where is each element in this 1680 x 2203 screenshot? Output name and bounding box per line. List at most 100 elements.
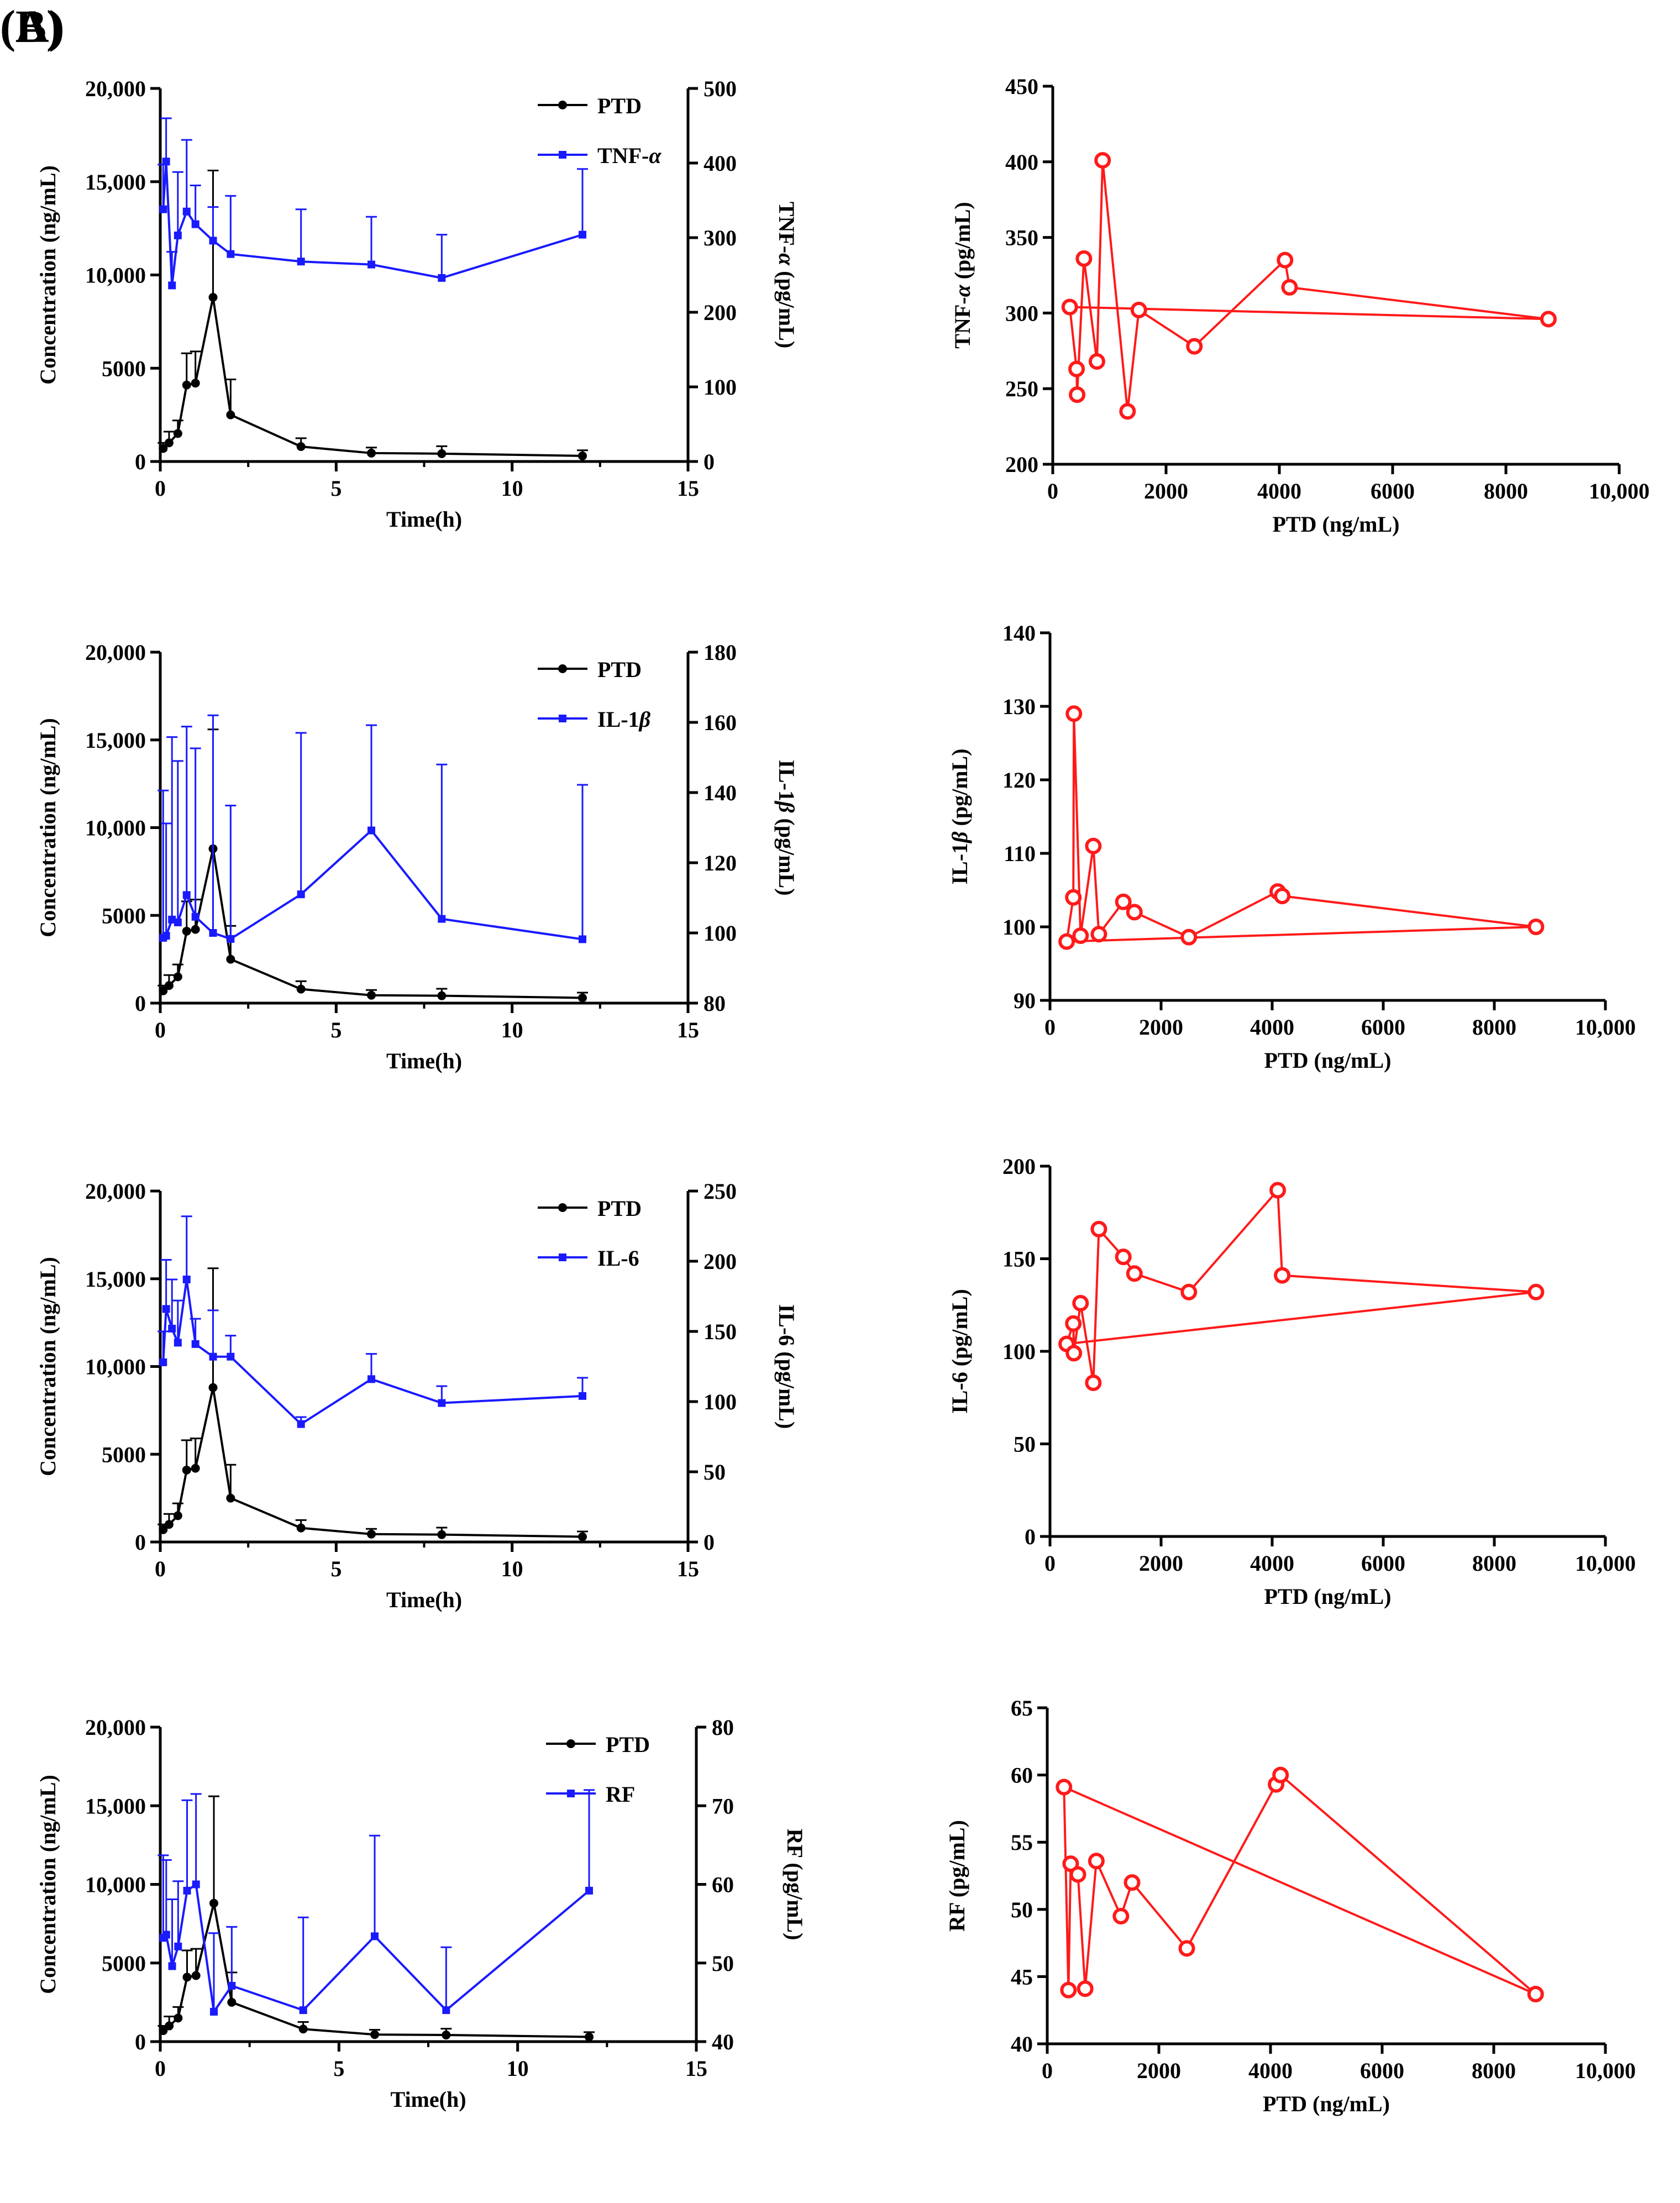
y2-axis-title: RF (pg/mL) <box>783 1829 807 1940</box>
legend-marker <box>558 101 567 109</box>
data-point <box>578 993 587 1003</box>
data-point <box>210 2007 218 2016</box>
x-tick-label: 6000 <box>1361 1015 1405 1040</box>
y2-tick-label: 250 <box>704 1179 737 1204</box>
legend-label: PTD <box>606 1732 650 1757</box>
legend-label-symbol: α <box>649 143 662 168</box>
legend-label: RF <box>606 1782 635 1807</box>
x-tick-label: 6000 <box>1360 2058 1404 2083</box>
data-point <box>168 281 176 290</box>
data-point <box>164 1520 174 1529</box>
data-point <box>1178 1940 1195 1957</box>
y2-axis-title: TNF-α (pg/mL) <box>774 202 799 348</box>
y-tick-label: 350 <box>1005 225 1038 250</box>
data-point <box>1090 926 1107 943</box>
y-axis-title-unit: (pg/mL) <box>950 202 975 285</box>
panel-label-b: (B) <box>0 1 62 53</box>
legend-label-main: TNF- <box>597 143 649 168</box>
data-point <box>162 1931 170 1939</box>
data-point <box>1060 1981 1077 1999</box>
legend-marker <box>559 151 566 159</box>
series-marker <box>158 1789 595 2016</box>
series-ptd <box>158 1267 588 1541</box>
data-point <box>579 230 586 239</box>
y-axis-title-main: IL-6 <box>947 1372 972 1414</box>
x-tick-label: 10,000 <box>1575 1551 1636 1576</box>
data-point <box>209 1352 217 1361</box>
y-tick-label: 0 <box>1025 1524 1036 1549</box>
data-point <box>191 379 200 388</box>
data-point <box>1072 1294 1089 1312</box>
data-point <box>1090 1220 1107 1237</box>
y-tick-label: 300 <box>1005 301 1038 326</box>
data-point <box>438 1399 446 1407</box>
y-tick-label: 120 <box>1002 768 1036 793</box>
data-point <box>1058 933 1075 950</box>
y2-tick-label: 200 <box>704 1249 737 1274</box>
y-axis-title: Concentration (ng/mL) <box>35 1257 60 1476</box>
data-point <box>1085 1374 1102 1391</box>
data-point <box>191 220 200 228</box>
data-point <box>1069 1866 1086 1883</box>
data-point <box>296 442 306 451</box>
x-tick-label: 0 <box>1044 1551 1056 1576</box>
data-point <box>1540 311 1557 328</box>
y-tick-label: 45 <box>1011 1964 1033 1989</box>
x-axis-title: Time(h) <box>390 2087 466 2112</box>
data-point <box>174 231 182 239</box>
data-point <box>228 1982 236 1990</box>
y2-tick-label: 150 <box>704 1319 737 1344</box>
legend-label: IL-6 <box>597 1246 639 1271</box>
legend-label-main: IL-1 <box>597 707 639 732</box>
data-point <box>173 972 182 982</box>
y2-axis-title-main: IL-6 <box>774 1304 799 1346</box>
scatter-series <box>1061 152 1557 420</box>
x-tick-label: 15 <box>685 2056 707 2081</box>
y-tick-label: 400 <box>1005 150 1038 175</box>
legend-label: PTD <box>597 657 642 682</box>
series-line <box>162 1387 583 1538</box>
data-point <box>182 926 191 936</box>
y-tick-label: 0 <box>135 449 146 474</box>
y-tick-label: 5000 <box>102 1442 146 1467</box>
data-point <box>1130 301 1147 318</box>
y2-axis-title-main: TNF- <box>774 202 799 253</box>
y2-axis-title-main: IL-1 <box>774 759 799 801</box>
data-point <box>1186 338 1203 355</box>
y2-tick-label: 160 <box>704 710 737 735</box>
data-point <box>437 449 447 458</box>
y-tick-label: 15,000 <box>85 1793 146 1818</box>
data-point <box>208 1383 218 1392</box>
y-tick-label: 5000 <box>102 903 146 928</box>
data-point <box>1088 1853 1105 1870</box>
data-point <box>1085 837 1102 854</box>
data-point <box>437 1530 447 1539</box>
data-point <box>162 932 170 940</box>
connecting-line <box>1068 159 1550 413</box>
data-point <box>227 250 235 258</box>
data-point <box>299 2006 307 2015</box>
x-tick-label: 10,000 <box>1575 2058 1636 2083</box>
data-point <box>1115 1249 1132 1266</box>
y-tick-label: 40 <box>1011 2032 1033 2057</box>
data-point <box>367 990 376 1000</box>
data-point <box>226 410 235 419</box>
data-point <box>296 984 306 994</box>
legend-label: PTD <box>597 93 642 118</box>
y2-tick-label: 0 <box>704 449 715 474</box>
x-axis-title: PTD (ng/mL) <box>1264 1584 1392 1609</box>
y2-tick-label: 60 <box>712 1872 734 1897</box>
y2-axis-title: IL-6 (pg/mL) <box>774 1304 799 1429</box>
x-axis-title: Time(h) <box>386 1048 462 1073</box>
scatter-series <box>1056 1766 1544 2003</box>
data-point <box>182 1276 191 1284</box>
x-tick-label: 6000 <box>1371 479 1415 503</box>
data-point <box>191 1340 200 1348</box>
data-point <box>209 237 217 245</box>
time-course-chart-4: 0 5 10 15 0 5000 10,000 15,000 20,000 40 50 60 70 80 T… <box>35 1715 807 2112</box>
series-marker <box>158 1215 588 1428</box>
y-tick-label: 50 <box>1011 1897 1033 1922</box>
data-point <box>1281 279 1298 296</box>
legend-marker <box>558 664 567 673</box>
data-point <box>159 2026 168 2036</box>
